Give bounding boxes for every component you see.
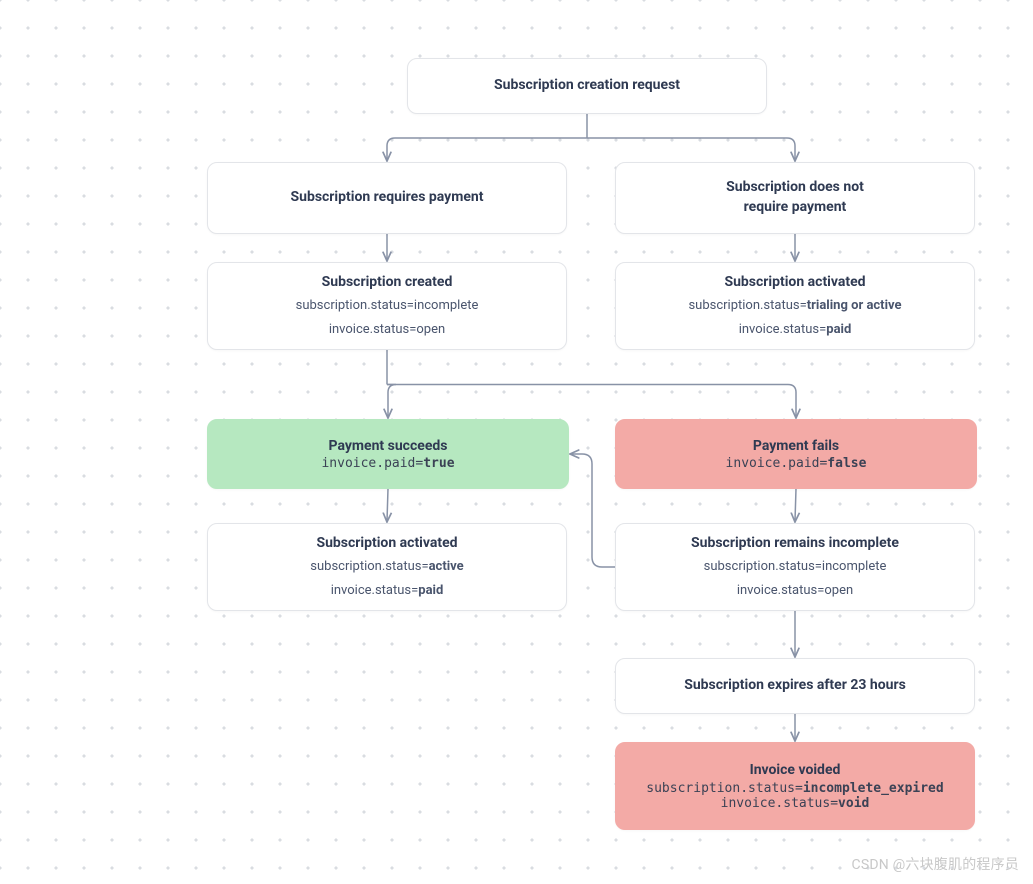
node-subscription-activated: Subscription activated subscription.stat… [207, 523, 567, 611]
node-mono: subscription.status=incomplete_expired [646, 781, 943, 796]
node-title: Payment succeeds [329, 437, 448, 457]
node-invoice-voided: Invoice voided subscription.status=incom… [615, 742, 975, 830]
node-title: Subscription requires payment [290, 188, 483, 208]
node-title: Payment fails [753, 437, 839, 457]
node-title: Subscription created [322, 273, 453, 293]
node-mono: invoice.paid=true [321, 456, 454, 471]
flowchart-canvas: Subscription creation request Subscripti… [0, 0, 1033, 884]
node-subtext: subscription.status=incomplete [296, 296, 479, 316]
node-payment-succeeds: Payment succeeds invoice.paid=true [207, 419, 569, 489]
node-subscription-activated-trial: Subscription activated subscription.stat… [615, 262, 975, 350]
node-payment-fails: Payment fails invoice.paid=false [615, 419, 977, 489]
watermark-text: CSDN @六块腹肌的程序员 [852, 854, 1019, 874]
node-title-line: require payment [744, 199, 847, 215]
node-title: Subscription expires after 23 hours [684, 676, 906, 696]
node-mono: invoice.status=void [721, 796, 870, 811]
node-subtext: subscription.status=active [310, 557, 463, 577]
node-subscription-no-payment: Subscription does not require payment [615, 162, 975, 234]
node-subtext: invoice.status=paid [331, 581, 444, 601]
node-subtext: subscription.status=trialing or active [688, 296, 901, 316]
node-title: Invoice voided [750, 761, 841, 781]
node-subscription-remains-incomplete: Subscription remains incomplete subscrip… [615, 523, 975, 611]
node-subscription-requires-payment: Subscription requires payment [207, 162, 567, 234]
node-title-line: Subscription does not [726, 179, 864, 195]
node-title: Subscription activated [724, 273, 865, 293]
node-subtext: subscription.status=incomplete [704, 557, 887, 577]
node-subscription-created: Subscription created subscription.status… [207, 262, 567, 350]
node-mono: invoice.paid=false [726, 456, 867, 471]
node-subtext: invoice.status=open [329, 320, 445, 340]
node-subtext: invoice.status=paid [739, 320, 852, 340]
node-title: Subscription does not require payment [726, 178, 864, 217]
node-title: Subscription creation request [494, 76, 680, 96]
node-title: Subscription remains incomplete [691, 534, 899, 554]
node-subscription-expires: Subscription expires after 23 hours [615, 658, 975, 714]
node-title: Subscription activated [316, 534, 457, 554]
node-subtext: invoice.status=open [737, 581, 853, 601]
node-subscription-creation-request: Subscription creation request [407, 58, 767, 114]
